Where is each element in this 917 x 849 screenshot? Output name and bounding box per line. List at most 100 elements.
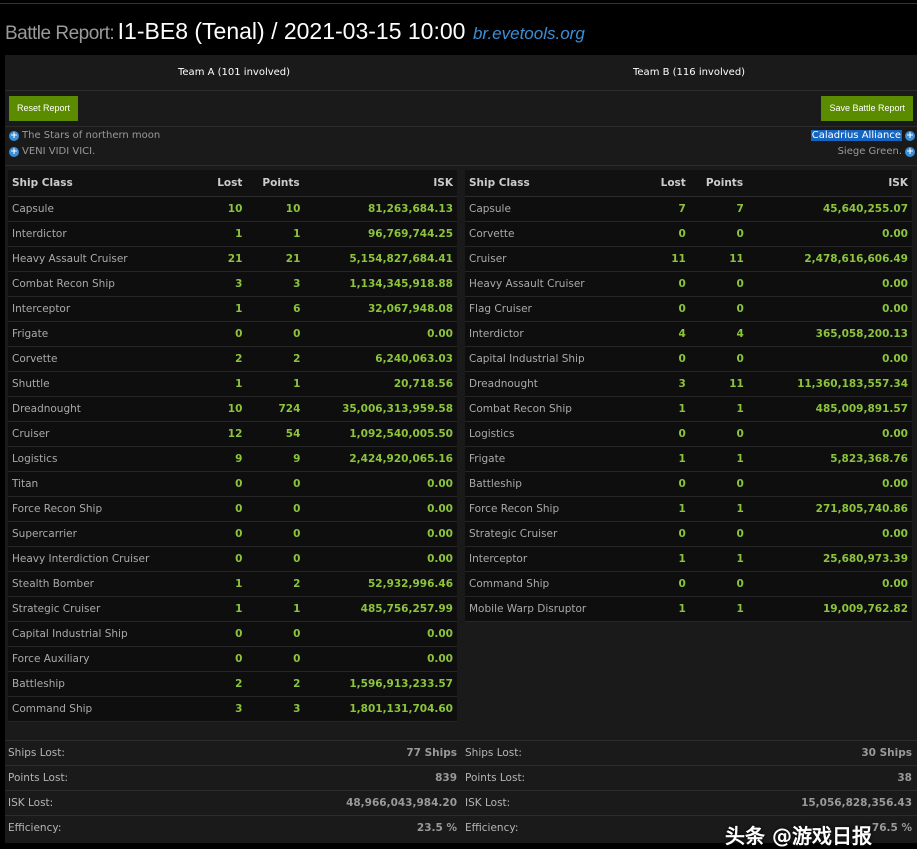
- column-header[interactable]: Points: [246, 170, 305, 197]
- ship-class-cell: Shuttle: [8, 371, 195, 397]
- points-cell: 2: [246, 346, 305, 372]
- points-cell: 1: [246, 596, 305, 622]
- ship-class-cell: Interdictor: [8, 221, 195, 247]
- stat-label: Points Lost:: [465, 772, 526, 784]
- isk-cell: 0.00: [304, 471, 457, 497]
- table-row: Force Recon Ship 0 0 0.00: [8, 496, 457, 522]
- lost-cell: 10: [194, 396, 247, 422]
- isk-cell: 1,596,913,233.57: [304, 671, 457, 697]
- add-icon[interactable]: +: [9, 130, 19, 141]
- stat-label: Points Lost:: [8, 772, 69, 784]
- isk-cell: 96,769,744.25: [304, 221, 457, 247]
- isk-cell: 6,240,063.03: [304, 346, 457, 372]
- isk-cell: 0.00: [747, 521, 912, 547]
- alliance-name: Siege Green.: [837, 146, 902, 157]
- save-battle-report-button[interactable]: Save Battle Report: [821, 96, 913, 121]
- lost-cell: 7: [637, 196, 690, 222]
- lost-cell: 0: [637, 346, 690, 372]
- add-icon[interactable]: +: [905, 130, 915, 141]
- lost-cell: 9: [194, 446, 247, 472]
- ship-class-cell: Corvette: [465, 221, 638, 247]
- team-b-title: Team B (116 involved): [633, 67, 746, 78]
- isk-cell: 0.00: [304, 646, 457, 672]
- points-cell: 4: [689, 321, 748, 347]
- lost-cell: 1: [194, 296, 247, 322]
- page-title: Battle Report: I1-BE8 (Tenal) / 2021-03-…: [5, 18, 585, 45]
- team-b-alliance-1[interactable]: Caladrius Alliance +: [810, 130, 915, 141]
- stat-value: 30 Ships: [861, 747, 912, 759]
- watermark: 头条 @游戏日报: [725, 824, 872, 848]
- column-header[interactable]: Ship Class: [465, 170, 638, 197]
- points-cell: 54: [246, 421, 305, 447]
- points-cell: 0: [689, 296, 748, 322]
- team-b-alliance-2[interactable]: Siege Green. +: [838, 146, 915, 157]
- stat-row: Ships Lost: 77 Ships Ships Lost: 30 Ship…: [5, 740, 917, 765]
- ship-class-cell: Dreadnought: [8, 396, 195, 422]
- column-header[interactable]: Lost: [637, 170, 690, 197]
- points-cell: 1: [689, 496, 748, 522]
- ship-class-cell: Titan: [8, 471, 195, 497]
- stat-row: Points Lost: 839 Points Lost: 38: [5, 765, 917, 790]
- isk-cell: 271,805,740.86: [747, 496, 912, 522]
- stat-row: Efficiency: 23.5 % Efficiency: 76.5 %: [5, 815, 917, 840]
- ship-class-cell: Frigate: [8, 321, 195, 347]
- ship-class-cell: Interdictor: [465, 321, 638, 347]
- lost-cell: 0: [637, 471, 690, 497]
- table-row: Combat Recon Ship 1 1 485,009,891.57: [465, 396, 912, 422]
- site-link[interactable]: br.evetools.org: [472, 24, 585, 43]
- lost-cell: 1: [637, 546, 690, 572]
- table-row: Titan 0 0 0.00: [8, 471, 457, 497]
- table-row: Interceptor 1 1 25,680,973.39: [465, 546, 912, 572]
- table-row: Heavy Interdiction Cruiser 0 0 0.00: [8, 546, 457, 572]
- points-cell: 21: [246, 246, 305, 272]
- table-row: Strategic Cruiser 1 1 485,756,257.99: [8, 596, 457, 622]
- column-header[interactable]: ISK: [747, 170, 912, 197]
- ship-class-cell: Force Recon Ship: [465, 496, 638, 522]
- column-header[interactable]: ISK: [304, 170, 457, 197]
- isk-cell: 20,718.56: [304, 371, 457, 397]
- column-header[interactable]: Lost: [194, 170, 247, 197]
- points-cell: 0: [246, 471, 305, 497]
- stat-value: 38: [897, 772, 912, 784]
- ship-class-cell: Frigate: [465, 446, 638, 472]
- table-header: Ship Class Lost Points ISK: [465, 170, 912, 197]
- points-cell: 2: [246, 671, 305, 697]
- ship-class-cell: Heavy Assault Cruiser: [8, 246, 195, 272]
- lost-cell: 2: [194, 346, 247, 372]
- isk-cell: 45,640,255.07: [747, 196, 912, 222]
- points-cell: 1: [246, 371, 305, 397]
- stat-value: 15,056,828,356.43: [801, 797, 912, 809]
- ship-class-cell: Command Ship: [8, 696, 195, 722]
- stat-label: ISK Lost:: [465, 797, 511, 809]
- team-a-alliance-1[interactable]: + The Stars of northern moon: [9, 130, 160, 141]
- stat-value: 48,966,043,984.20: [346, 797, 457, 809]
- table-row: Command Ship 3 3 1,801,131,704.60: [8, 696, 457, 722]
- isk-cell: 35,006,313,959.58: [304, 396, 457, 422]
- table-row: Cruiser 12 54 1,092,540,005.50: [8, 421, 457, 447]
- points-cell: 0: [246, 546, 305, 572]
- summary-stats: Ships Lost: 77 Ships Ships Lost: 30 Ship…: [5, 740, 917, 840]
- points-cell: 0: [689, 346, 748, 372]
- alliance-name: Caladrius Alliance: [810, 130, 902, 141]
- add-icon[interactable]: +: [9, 146, 19, 157]
- ship-class-cell: Dreadnought: [465, 371, 638, 397]
- lost-cell: 1: [637, 446, 690, 472]
- ship-class-cell: Flag Cruiser: [465, 296, 638, 322]
- lost-cell: 21: [194, 246, 247, 272]
- table-row: Frigate 0 0 0.00: [8, 321, 457, 347]
- isk-cell: 0.00: [304, 321, 457, 347]
- isk-cell: 52,932,996.46: [304, 571, 457, 597]
- team-b-ship-table: Ship Class Lost Points ISK Capsule 7 7 45,640,2…: [465, 170, 912, 622]
- column-header[interactable]: Ship Class: [8, 170, 195, 197]
- add-icon[interactable]: +: [905, 146, 915, 157]
- lost-cell: 0: [637, 271, 690, 297]
- isk-cell: 0.00: [747, 421, 912, 447]
- column-header[interactable]: Points: [689, 170, 748, 197]
- ship-class-cell: Combat Recon Ship: [8, 271, 195, 297]
- table-row: Frigate 1 1 5,823,368.76: [465, 446, 912, 472]
- isk-cell: 0.00: [304, 621, 457, 647]
- team-a-alliance-2[interactable]: + VENI VIDI VICI.: [9, 146, 95, 157]
- reset-report-button[interactable]: Reset Report: [9, 96, 79, 121]
- points-cell: 0: [689, 421, 748, 447]
- table-row: Stealth Bomber 1 2 52,932,996.46: [8, 571, 457, 597]
